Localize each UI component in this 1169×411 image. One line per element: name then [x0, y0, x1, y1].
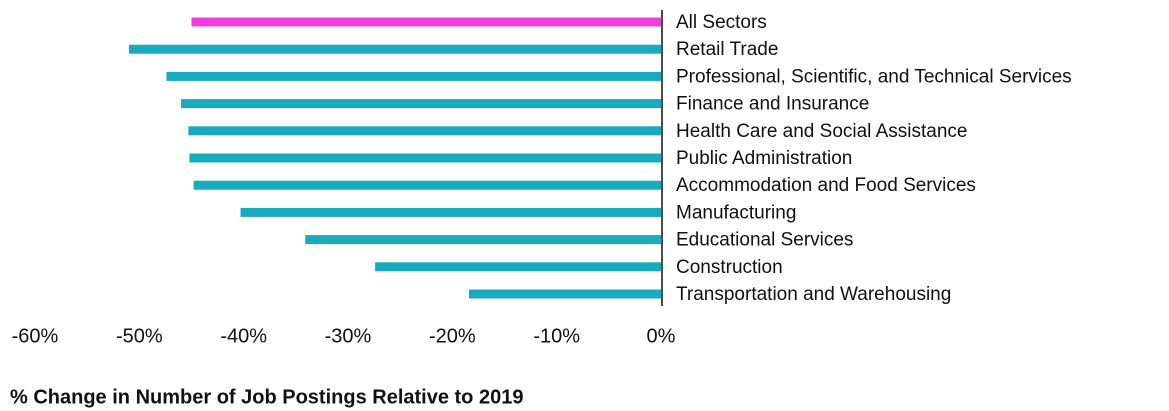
- category-label: Manufacturing: [676, 202, 796, 223]
- category-label: Educational Services: [676, 230, 853, 251]
- category-label: Transportation and Warehousing: [676, 284, 951, 305]
- x-tick-label: -30%: [325, 325, 372, 347]
- x-axis-title: % Change in Number of Job Postings Relat…: [10, 386, 523, 408]
- category-label: Professional, Scientific, and Technical …: [676, 66, 1072, 87]
- bar: [191, 17, 661, 27]
- category-label: Health Care and Social Assistance: [676, 121, 968, 142]
- x-tick-label: -40%: [220, 325, 267, 347]
- category-label: Finance and Insurance: [676, 94, 869, 115]
- category-label: Construction: [676, 257, 783, 278]
- x-tick-label: 0%: [647, 325, 676, 347]
- x-tick-label: -50%: [116, 325, 163, 347]
- bar: [469, 289, 661, 299]
- category-label: Public Administration: [676, 148, 852, 169]
- bar: [166, 71, 661, 81]
- bar: [188, 126, 661, 136]
- bar: [128, 44, 661, 54]
- bar: [189, 153, 661, 163]
- x-tick-label: -60%: [12, 325, 59, 347]
- bar: [375, 262, 661, 272]
- x-tick-label: -20%: [429, 325, 476, 347]
- bar: [305, 235, 661, 245]
- category-label: Accommodation and Food Services: [676, 175, 976, 196]
- bar: [193, 180, 661, 190]
- x-tick-label: -10%: [533, 325, 580, 347]
- category-label: All Sectors: [676, 12, 767, 33]
- category-label: Retail Trade: [676, 39, 778, 60]
- bar: [181, 99, 662, 109]
- bar: [240, 207, 661, 217]
